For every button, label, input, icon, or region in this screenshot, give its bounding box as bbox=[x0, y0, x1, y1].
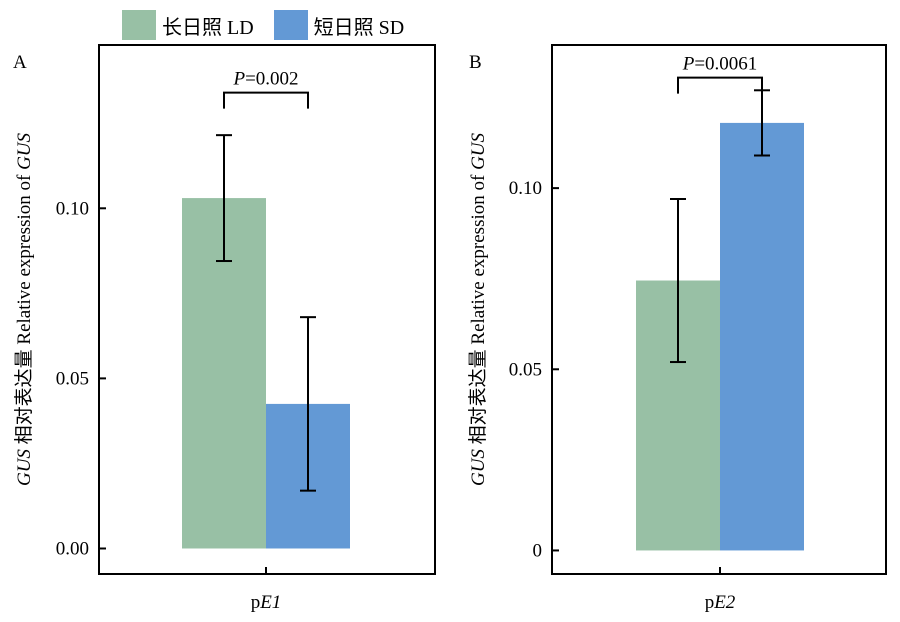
panel-a-p-value: P=0.002 bbox=[232, 69, 298, 90]
panel-a-xtick-label: pE1 bbox=[251, 592, 282, 613]
legend-item-sd: 短日照 SD bbox=[273, 10, 405, 40]
legend-swatch-ld bbox=[122, 10, 156, 40]
panel-b-significance-bracket bbox=[677, 76, 763, 94]
panel-b-error-bar-ld bbox=[670, 197, 686, 364]
panel-b-ytick-label-1: 0.05 bbox=[509, 359, 542, 380]
panel-a-ytick-label-1: 0.05 bbox=[56, 368, 89, 389]
panel-b-bar-sd bbox=[720, 122, 804, 551]
panel-b-p-value: P=0.0061 bbox=[682, 54, 758, 75]
panel-b-ytick-label-2: 0.10 bbox=[509, 178, 542, 199]
panel-letter-b: B bbox=[469, 52, 482, 73]
panel-b-ytick-label-0: 0 bbox=[533, 540, 543, 561]
panel-a-ytick-label-0: 0.00 bbox=[56, 538, 89, 559]
legend-item-ld: 长日照 LD bbox=[122, 10, 254, 40]
panel-a-chart: 0.00 0.05 0.10 pE1 GUS 相对表达量 Relative expres… bbox=[13, 44, 436, 613]
panel-b-xtick-label: pE2 bbox=[705, 592, 736, 613]
panel-a-error-bar-ld bbox=[216, 134, 232, 263]
panel-a-ylabel: GUS 相对表达量 Relative expression of GUS bbox=[13, 132, 35, 486]
legend-label-sd: 短日照 SD bbox=[313, 16, 405, 39]
panel-b-ylabel: GUS 相对表达量 Relative expression of GUS bbox=[467, 132, 489, 486]
legend-label-ld: 长日照 LD bbox=[162, 16, 254, 39]
panel-b-chart: 0 0.05 0.10 pE2 GUS 相对表达量 Relative expressio… bbox=[467, 44, 887, 613]
legend: 长日照 LD 短日照 SD bbox=[122, 10, 424, 40]
panel-letter-a: A bbox=[13, 52, 27, 73]
legend-swatch-sd bbox=[273, 10, 308, 40]
panel-a-ytick-label-2: 0.10 bbox=[56, 198, 89, 219]
panel-a-significance-bracket bbox=[223, 91, 309, 109]
panel-a-error-bar-sd bbox=[300, 316, 316, 492]
